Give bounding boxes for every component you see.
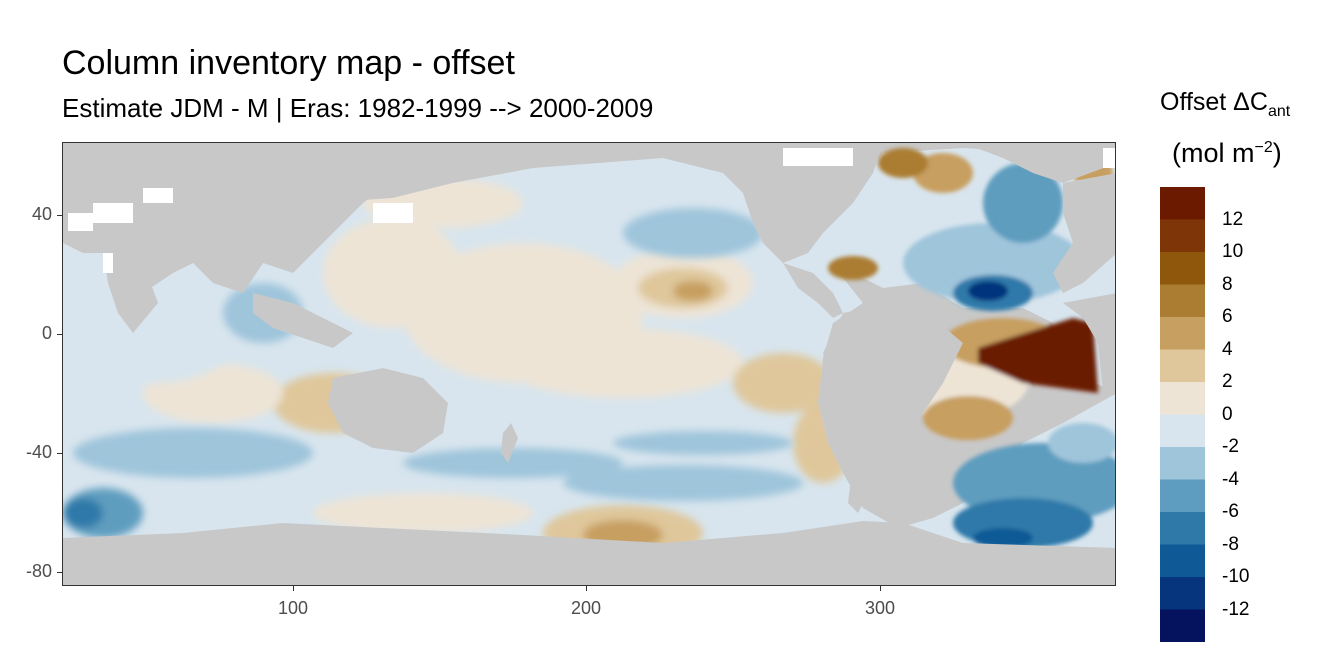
legend-swatch: [1160, 284, 1205, 318]
legend-swatch: [1160, 609, 1205, 642]
chart-subtitle: Estimate JDM - M | Eras: 1982-1999 --> 2…: [62, 93, 654, 123]
legend-swatch: [1160, 544, 1205, 578]
y-tick-label: -40: [25, 442, 52, 462]
y-tick-mark: [57, 334, 62, 335]
legend-swatch: [1160, 187, 1205, 220]
legend-swatch: [1160, 512, 1205, 545]
legend-tick-label: 6: [1222, 306, 1233, 327]
legend-title: Offset ΔCant: [1160, 88, 1291, 120]
legend-swatch: [1160, 577, 1205, 610]
y-tick-mark: [57, 572, 62, 573]
legend-tick-label: 2: [1222, 371, 1233, 392]
map-panel: [62, 142, 1116, 586]
legend-colorbar: [1160, 187, 1205, 642]
atlantic-field: [828, 148, 1115, 548]
x-tick-label: 200: [570, 598, 602, 618]
legend-swatch: [1160, 447, 1205, 480]
legend-swatch: [1160, 414, 1205, 448]
x-tick-mark: [880, 586, 881, 591]
y-tick-label: 0: [41, 323, 52, 343]
legend-tick-label: 8: [1222, 273, 1233, 295]
legend-tick-label: 12: [1222, 208, 1244, 230]
y-tick-mark: [57, 453, 62, 454]
ocean-map: [63, 143, 1115, 585]
x-tick-label: 100: [277, 598, 309, 618]
legend-swatch: [1160, 349, 1205, 383]
legend-tick-label: 0: [1222, 403, 1233, 425]
legend-tick-label: -4: [1222, 468, 1239, 490]
legend-tick-label: -8: [1222, 533, 1239, 555]
legend-tick-label: 10: [1222, 241, 1244, 262]
land-masses: [63, 143, 1115, 585]
x-tick-mark: [293, 586, 294, 591]
legend-tick-label: -6: [1222, 501, 1239, 522]
legend-tick-label: 4: [1222, 338, 1233, 360]
legend-tick-label: -12: [1222, 598, 1250, 620]
legend-tick-label: -10: [1222, 566, 1250, 587]
y-tick-mark: [57, 215, 62, 216]
legend-swatch: [1160, 252, 1205, 285]
y-tick-label: 40: [31, 204, 52, 224]
legend-swatch: [1160, 219, 1205, 253]
legend-unit: (mol m−2): [1172, 138, 1282, 168]
nodata-patches: [68, 148, 1115, 273]
legend-swatch: [1160, 382, 1205, 415]
y-tick-label: -80: [25, 561, 52, 581]
x-tick-label: 300: [864, 598, 896, 618]
legend-swatch: [1160, 317, 1205, 350]
legend-swatch: [1160, 479, 1205, 513]
legend-tick-label: -2: [1222, 436, 1239, 457]
x-tick-mark: [586, 586, 587, 591]
chart-title: Column inventory map - offset: [62, 44, 515, 82]
